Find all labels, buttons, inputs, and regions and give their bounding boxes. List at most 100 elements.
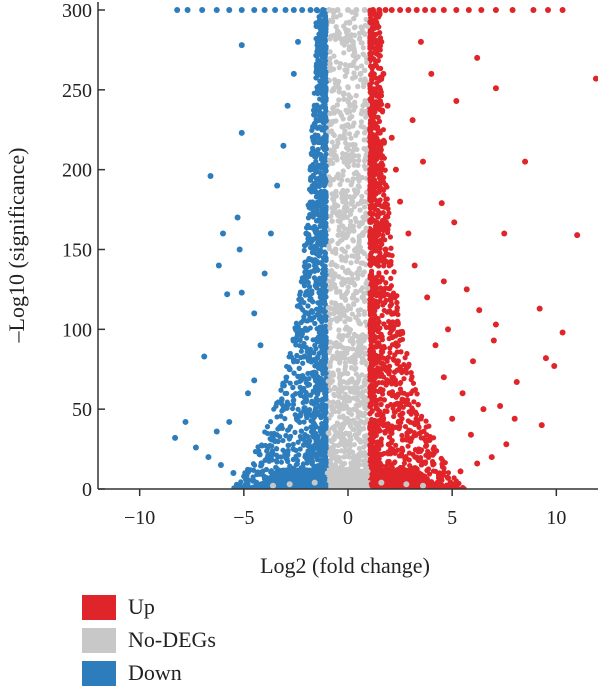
point-no-degs (336, 327, 342, 333)
point-down (298, 304, 304, 310)
point-down (259, 443, 265, 449)
point-no-degs (361, 458, 367, 464)
point-density-layer (231, 7, 467, 489)
point-down (302, 353, 308, 359)
point-down (258, 462, 264, 469)
point-no-degs (356, 265, 363, 272)
point-down (288, 354, 295, 360)
point-up (387, 303, 393, 309)
point-up (388, 245, 394, 251)
point-no-degs (351, 16, 357, 22)
point-up (381, 397, 387, 403)
point-no-degs (364, 102, 371, 108)
point-up (405, 443, 411, 449)
point-down (310, 145, 316, 151)
point-up (388, 275, 394, 281)
point-no-degs (346, 124, 352, 130)
point-down (319, 242, 325, 248)
point-down (303, 335, 310, 341)
point-no-degs (340, 23, 347, 29)
point-up (385, 354, 391, 360)
point-up (414, 411, 420, 417)
point-no-degs (330, 177, 337, 183)
point-up (393, 333, 399, 339)
point-no-degs (328, 412, 334, 418)
point-no-degs (342, 363, 349, 369)
point-no-degs (359, 40, 365, 46)
point-up (411, 399, 417, 405)
point-down (287, 380, 293, 386)
point-no-degs (353, 132, 359, 138)
point-no-degs (336, 89, 342, 95)
point-no-degs (361, 420, 367, 426)
point-down (267, 442, 273, 449)
point-no-degs (362, 155, 369, 161)
point-no-degs (358, 63, 365, 69)
point-down (309, 290, 315, 296)
point-down (313, 385, 319, 392)
point-no-degs (351, 301, 357, 307)
point-no-degs (361, 52, 367, 58)
point-up (374, 14, 380, 20)
point-no-degs (345, 370, 351, 377)
point-no-degs (341, 449, 348, 455)
point-up (395, 391, 401, 397)
point-up (382, 237, 388, 243)
point-up (394, 343, 400, 349)
point-down (318, 260, 324, 266)
point-no-degs (344, 67, 350, 73)
point-down (295, 413, 302, 419)
point-no-degs (362, 382, 368, 388)
point-down (321, 298, 328, 304)
point-no-degs (334, 157, 340, 163)
point-no-degs (341, 50, 347, 56)
point-up (383, 269, 389, 275)
point-down (311, 275, 318, 281)
point-down (307, 392, 314, 398)
point-up (379, 463, 385, 469)
point-no-degs (361, 425, 367, 432)
point-down (318, 218, 324, 225)
point-down (290, 398, 296, 404)
point-up (367, 366, 373, 372)
point-no-degs (330, 276, 336, 283)
point-no-degs (337, 351, 343, 357)
point-down (298, 319, 304, 326)
point-up (398, 349, 404, 355)
point-down (322, 396, 328, 402)
point-down (264, 454, 271, 460)
point-up (424, 467, 430, 474)
point-up (380, 422, 387, 429)
point-no-degs (350, 339, 356, 345)
point-up (380, 361, 387, 368)
point-up (381, 137, 387, 143)
point-up (386, 252, 392, 258)
point-down (313, 412, 319, 418)
point-down (307, 317, 313, 323)
point-no-degs (347, 306, 354, 312)
point-up (367, 18, 373, 24)
point-down (302, 259, 308, 265)
point-up (399, 416, 405, 422)
point-up (424, 432, 430, 438)
point-no-degs (362, 204, 368, 210)
point-down (290, 446, 297, 452)
point-down (322, 105, 328, 111)
point-up (402, 456, 408, 462)
point-no-degs (327, 339, 334, 345)
point-no-degs (357, 244, 363, 250)
point-no-degs (352, 395, 358, 401)
point-up (406, 361, 412, 367)
point-down (322, 444, 328, 450)
point-up (369, 154, 375, 161)
point-no-degs (352, 99, 358, 105)
point-no-degs (361, 31, 368, 37)
point-up (406, 409, 412, 415)
point-down (309, 249, 316, 256)
point-no-degs (339, 195, 345, 201)
point-no-degs (353, 371, 359, 377)
point-no-degs (351, 441, 357, 448)
point-no-degs (331, 355, 338, 361)
point-up (367, 89, 373, 95)
point-down (301, 385, 307, 392)
